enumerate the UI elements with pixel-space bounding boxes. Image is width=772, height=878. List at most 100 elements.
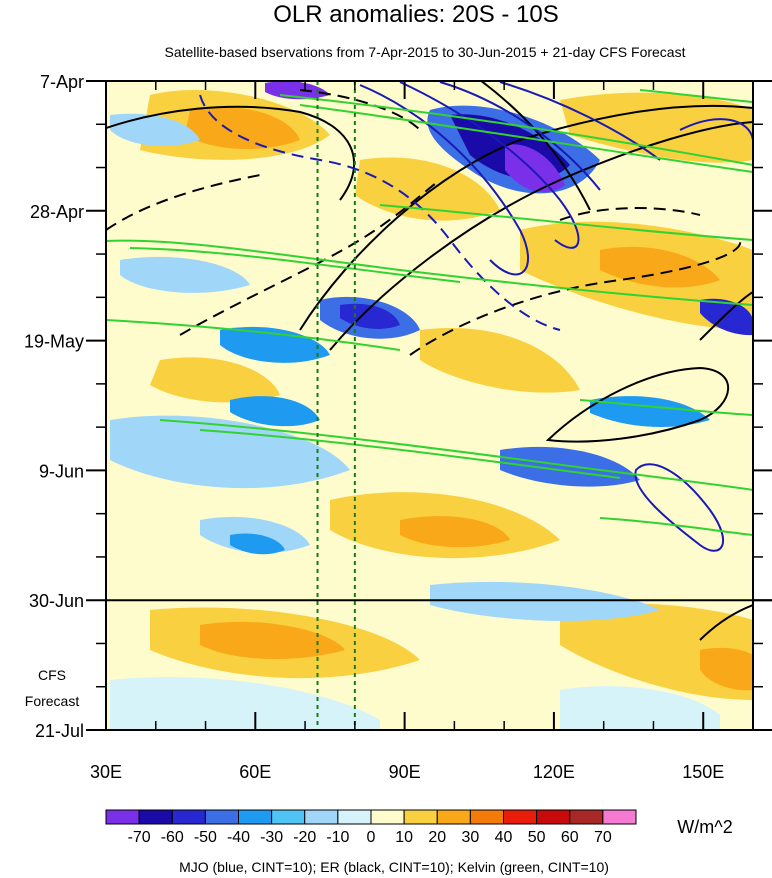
mjo-contours bbox=[359, 81, 753, 552]
weak-negative-anomaly-region bbox=[430, 581, 660, 621]
negative-anomaly-region bbox=[230, 533, 285, 555]
colorbar-swatch bbox=[238, 809, 273, 825]
x-tick-label: 120E bbox=[533, 762, 575, 782]
mjo-contour bbox=[399, 81, 580, 249]
colorbar-swatch bbox=[304, 809, 339, 825]
strongest-negative-anomaly-region bbox=[505, 144, 565, 193]
positive-anomaly-region bbox=[420, 328, 580, 393]
colorbar-tick-label: 40 bbox=[495, 829, 513, 846]
colorbar-swatch bbox=[370, 809, 405, 825]
strong-positive-anomaly-region bbox=[600, 246, 720, 288]
mjo-contour bbox=[679, 118, 753, 141]
colorbar-tick-label: -60 bbox=[161, 829, 184, 846]
colorbar-tick-label: -40 bbox=[227, 829, 250, 846]
colorbar-tick-label: 60 bbox=[561, 829, 579, 846]
contour-legend-note: MJO (blue, CINT=10); ER (black, CINT=10)… bbox=[179, 859, 609, 875]
kelvin-contour bbox=[639, 89, 753, 103]
plot-frame bbox=[105, 80, 754, 731]
negative-anomaly-region bbox=[220, 326, 330, 363]
colorbar-tick-label: 70 bbox=[594, 829, 612, 846]
colorbar-swatch bbox=[337, 809, 372, 825]
anomaly-field bbox=[106, 81, 753, 730]
kelvin-contour bbox=[106, 239, 753, 306]
er-contour-dashed bbox=[106, 174, 261, 231]
colorbar-tick-label: -70 bbox=[128, 829, 151, 846]
mjo-contour bbox=[439, 81, 601, 191]
er-contours bbox=[106, 81, 753, 641]
weak-negative-anomaly-region bbox=[120, 256, 250, 293]
er-contour bbox=[545, 366, 730, 443]
y-tick-label: 28-Apr bbox=[30, 202, 84, 222]
er-contour bbox=[699, 604, 753, 641]
colorbar-swatch bbox=[403, 809, 438, 825]
positive-anomaly-region bbox=[560, 92, 753, 163]
colorbar-swatch bbox=[469, 809, 504, 825]
colorbar-swatch bbox=[436, 809, 471, 825]
strong-positive-anomaly-region bbox=[400, 516, 510, 548]
er-contour bbox=[299, 104, 753, 331]
colorbar-tick-label: 0 bbox=[367, 829, 376, 846]
negative-anomaly-region bbox=[230, 396, 320, 427]
x-tick-label: 60E bbox=[239, 762, 271, 782]
colorbar-swatch bbox=[105, 809, 140, 825]
er-contour bbox=[329, 121, 753, 351]
colorbar-swatch bbox=[536, 809, 571, 825]
x-tick-label: 30E bbox=[90, 762, 122, 782]
colorbar-swatch bbox=[602, 809, 637, 825]
colorbar-tick-label: 30 bbox=[461, 829, 479, 846]
y-tick-label: 19-May bbox=[24, 332, 84, 352]
weak-negative-anomaly-region bbox=[110, 676, 380, 730]
colorbar-swatch bbox=[204, 809, 239, 825]
kelvin-contour bbox=[279, 94, 753, 166]
colorbar-tick-label: -10 bbox=[326, 829, 349, 846]
colorbar-tick-label: 10 bbox=[395, 829, 413, 846]
strong-negative-anomaly-region bbox=[700, 298, 753, 336]
kelvin-contour bbox=[299, 104, 753, 173]
kelvin-contour bbox=[159, 419, 753, 491]
colorbar-swatch bbox=[569, 809, 604, 825]
strong-positive-anomaly-region bbox=[200, 621, 345, 660]
chart-title: OLR anomalies: 20S - 10S bbox=[273, 1, 558, 28]
colorbar-unit: W/m^2 bbox=[677, 817, 732, 837]
colorbar-swatch bbox=[503, 809, 538, 825]
forecast-label-line2: Forecast bbox=[25, 693, 80, 709]
kelvin-contour bbox=[199, 429, 621, 479]
y-tick-label: 7-Apr bbox=[40, 72, 84, 92]
er-contour-dashed bbox=[299, 89, 421, 131]
colorbar-swatch bbox=[138, 809, 173, 825]
colorbar-tick-label: -30 bbox=[260, 829, 283, 846]
kelvin-contour bbox=[129, 247, 461, 283]
positive-anomaly-region bbox=[560, 603, 753, 700]
er-contour bbox=[699, 291, 753, 341]
x-tick-label: 90E bbox=[389, 762, 421, 782]
weak-negative-anomaly-region bbox=[110, 415, 350, 489]
er-contour bbox=[479, 81, 591, 211]
er-contour-dashed bbox=[409, 239, 742, 356]
er-contour bbox=[106, 105, 356, 201]
colorbar-tick-label: 20 bbox=[428, 829, 446, 846]
colorbar-tick-label: -20 bbox=[293, 829, 316, 846]
y-axis: 7-Apr 28-Apr 19-May 9-Jun 30-Jun 21-Jul bbox=[24, 72, 772, 741]
colorbar-swatch bbox=[171, 809, 206, 825]
y-tick-label: 30-Jun bbox=[29, 591, 84, 611]
kelvin-contour bbox=[599, 517, 753, 536]
forecast-label-line1: CFS bbox=[38, 667, 66, 683]
chart-subtitle: Satellite-based bservations from 7-Apr-2… bbox=[165, 44, 686, 60]
er-contours-negative bbox=[106, 89, 742, 356]
colorbar-tick-label: 50 bbox=[528, 829, 546, 846]
y-tick-label: 21-Jul bbox=[35, 721, 84, 741]
strong-positive-anomaly-region bbox=[700, 647, 753, 691]
kelvin-contours bbox=[106, 89, 753, 536]
weak-negative-anomaly-region bbox=[560, 686, 720, 730]
positive-anomaly-region bbox=[150, 357, 280, 403]
mjo-contour bbox=[634, 463, 725, 552]
kelvin-contour bbox=[106, 319, 401, 351]
kelvin-contour bbox=[579, 399, 753, 416]
mjo-contour-dashed bbox=[199, 94, 561, 331]
weak-negative-anomaly-region bbox=[110, 113, 200, 147]
colorbar-tick-label: -50 bbox=[194, 829, 217, 846]
er-contour-dashed bbox=[179, 179, 441, 336]
kelvin-contour bbox=[379, 204, 753, 241]
mjo-contour bbox=[499, 81, 661, 161]
